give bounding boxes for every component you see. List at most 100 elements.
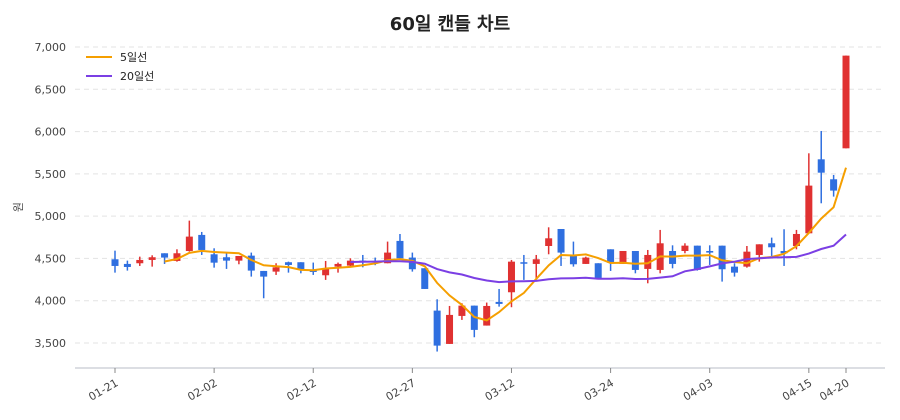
ma5-line: [164, 167, 847, 322]
candle-body: [458, 305, 466, 316]
candle: [743, 245, 751, 268]
candle: [123, 260, 131, 271]
candle: [495, 288, 503, 307]
candle-body: [792, 233, 800, 246]
candle-body: [421, 268, 429, 289]
candle: [507, 259, 515, 308]
candle-body: [247, 255, 255, 271]
candle: [842, 55, 850, 149]
candle-body: [532, 259, 540, 264]
candle-body: [582, 257, 590, 264]
candle: [161, 253, 169, 264]
gridlines: [75, 46, 885, 344]
candle-body: [111, 259, 119, 266]
candle-body: [569, 255, 577, 265]
candle: [768, 237, 776, 256]
legend-ma5-label: 5일선: [120, 50, 147, 64]
candle-body: [235, 255, 243, 261]
candle-body: [755, 244, 763, 255]
candle-body: [185, 236, 193, 251]
y-tick-label: 7,000: [35, 41, 67, 54]
chart-title: 60일 캔들 차트: [389, 14, 511, 35]
candle: [235, 255, 243, 265]
candle-body: [693, 245, 701, 270]
candle-body: [483, 305, 491, 326]
candle-body: [272, 267, 280, 272]
candle: [483, 302, 491, 326]
candle-body: [260, 270, 268, 277]
candle: [631, 250, 639, 274]
candle: [681, 243, 689, 254]
candle-body: [731, 266, 738, 273]
candle-body: [297, 262, 305, 270]
candle-body: [334, 263, 342, 267]
candle-body: [631, 250, 639, 270]
candle-body: [433, 310, 441, 346]
candle: [148, 255, 156, 267]
x-axis: 01-21 02-02 02-12 02-27 03-12 03-24 04-03 04-15…: [75, 367, 885, 404]
candle: [433, 299, 441, 352]
candle-body: [545, 238, 553, 246]
candle-body: [136, 259, 144, 264]
y-tick-label: 6,000: [35, 126, 67, 139]
candle-body: [768, 243, 776, 248]
candle: [136, 256, 144, 266]
candle: [470, 305, 478, 338]
candle-body: [198, 234, 206, 250]
candle: [607, 249, 615, 271]
candle-body: [557, 228, 565, 253]
x-tick-label: 01-21: [86, 376, 120, 403]
candle: [582, 256, 590, 264]
candle: [656, 229, 664, 274]
candle: [223, 253, 231, 269]
candle: [111, 250, 119, 273]
candle-body: [495, 301, 503, 304]
candle: [446, 305, 454, 344]
candle: [421, 268, 429, 289]
x-tick-label: 02-02: [185, 376, 219, 403]
candle: [545, 227, 553, 255]
candle-body: [123, 263, 131, 267]
candle-body: [842, 55, 850, 149]
candle-body: [805, 185, 813, 234]
legend: 5일선 20일선: [86, 50, 154, 83]
y-tick-label: 4,000: [35, 295, 67, 308]
candle-body: [223, 257, 231, 261]
candle-body: [644, 254, 652, 269]
y-tick-label: 5,500: [35, 168, 67, 181]
legend-ma20-label: 20일선: [120, 69, 154, 83]
candle: [309, 262, 317, 275]
candle-body: [210, 254, 218, 263]
x-tick-label: 02-27: [384, 376, 418, 403]
candle: [817, 130, 825, 204]
candle: [297, 262, 305, 274]
candle: [247, 252, 255, 277]
candle-body: [173, 253, 181, 261]
candle-body: [161, 253, 169, 258]
candle-body: [718, 245, 726, 270]
candle-body: [607, 249, 615, 263]
moving-averages: [164, 167, 847, 322]
candle-body: [346, 260, 354, 266]
candle: [272, 263, 280, 275]
y-axis-label: 원: [12, 202, 25, 212]
candle: [644, 249, 652, 284]
candle-body: [446, 314, 454, 344]
candle: [569, 241, 577, 267]
y-tick-label: 6,500: [35, 83, 67, 96]
candle-body: [830, 179, 838, 191]
candle-body: [780, 250, 788, 254]
candle-body: [384, 252, 392, 264]
candle: [532, 254, 540, 279]
candle-body: [322, 268, 330, 276]
y-tick-label: 5,000: [35, 210, 67, 223]
candles: [111, 55, 850, 352]
candle: [185, 220, 193, 252]
x-tick-label: 04-03: [681, 376, 715, 403]
x-tick-label: 03-24: [582, 376, 616, 403]
x-tick-label: 03-12: [483, 376, 517, 403]
y-axis: 3,500 4,000 4,500 5,000 5,500 6,000 6,500 7,000: [35, 41, 67, 350]
x-tick-label: 04-15: [780, 376, 814, 403]
candle-body: [619, 250, 627, 264]
candle-body: [817, 159, 825, 173]
